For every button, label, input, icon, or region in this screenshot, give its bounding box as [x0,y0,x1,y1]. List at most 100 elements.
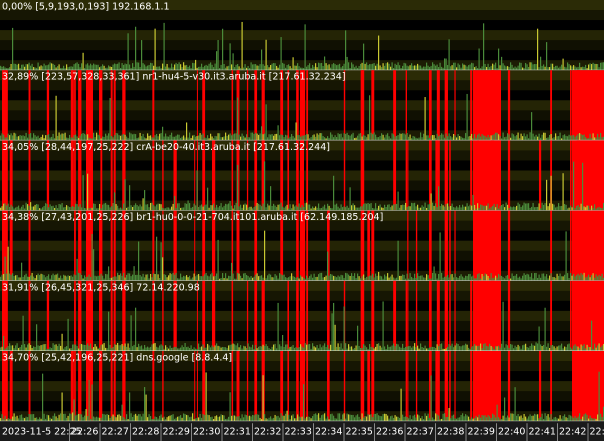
latency [541,346,543,351]
latency [154,274,156,281]
latency [411,138,413,141]
latency [373,208,375,211]
latency [193,347,195,351]
latency [51,206,53,211]
latency [252,208,254,211]
latency [441,133,443,141]
latency [447,346,449,351]
latency [579,275,581,281]
latency [49,137,51,141]
latency [465,133,467,141]
loss-bar [74,210,76,281]
loss-bar [415,210,418,281]
latency [538,133,540,141]
loss-bar [231,140,234,211]
latency [231,135,233,141]
latency [115,417,117,422]
latency [418,415,420,422]
loss-bar [261,140,265,211]
latency [358,65,360,71]
latency [519,276,521,281]
latency [480,204,482,211]
latency [133,133,135,141]
loss-bar [570,210,572,281]
latency [69,275,71,281]
loss-bar [507,351,511,422]
latency [412,203,414,211]
latency [550,133,552,141]
latency [249,346,251,351]
latency [22,204,24,211]
latency [463,277,465,281]
latency [10,274,12,281]
latency [523,413,525,422]
latency [19,208,21,211]
latency [30,65,32,71]
latency [138,414,140,422]
latency [258,65,260,71]
loss-bar [449,280,451,351]
latency [334,135,336,141]
latency [306,66,308,71]
loss-bar [280,140,284,211]
latency [118,135,120,141]
latency [130,413,132,422]
latency [190,137,192,141]
latency [72,276,74,281]
latency [507,66,509,71]
latency [327,136,329,141]
latency [445,348,447,351]
latency [432,346,434,351]
latency [151,344,153,351]
latency [306,202,308,211]
latency [508,134,510,141]
latency [570,205,572,211]
loss-block [572,70,604,141]
loss-bar [5,280,8,351]
loss-block [86,70,93,141]
latency [445,417,447,422]
latency [220,347,222,351]
latency [468,136,470,141]
latency [451,203,453,211]
latency [498,417,500,422]
latency [429,278,431,281]
latency [163,22,165,71]
latency [601,208,603,211]
latency [94,344,96,351]
latency [366,203,368,211]
latency [13,348,15,351]
latency [565,347,567,351]
latency [543,418,545,422]
latency [144,190,146,211]
latency [183,413,185,422]
latency [261,126,263,141]
latency [78,137,80,141]
latency [91,207,93,211]
latency [6,137,8,141]
latency [415,65,417,71]
latency [94,417,96,422]
latency [51,136,53,141]
latency [250,62,252,71]
latency [306,344,308,351]
loss-bar [100,70,103,141]
latency [442,413,444,422]
latency [90,138,92,141]
loss-bar [28,280,31,351]
latency [169,345,171,351]
latency [333,415,335,422]
latency [573,65,575,71]
latency [535,342,537,351]
latency [597,207,599,211]
latency [196,136,198,141]
latency [546,415,548,422]
loss-bar [2,351,6,422]
latency [549,275,551,281]
latency [124,418,126,422]
latency [543,204,545,211]
latency [34,135,36,141]
latency [586,205,588,211]
latency [228,134,230,141]
latency [216,343,218,351]
